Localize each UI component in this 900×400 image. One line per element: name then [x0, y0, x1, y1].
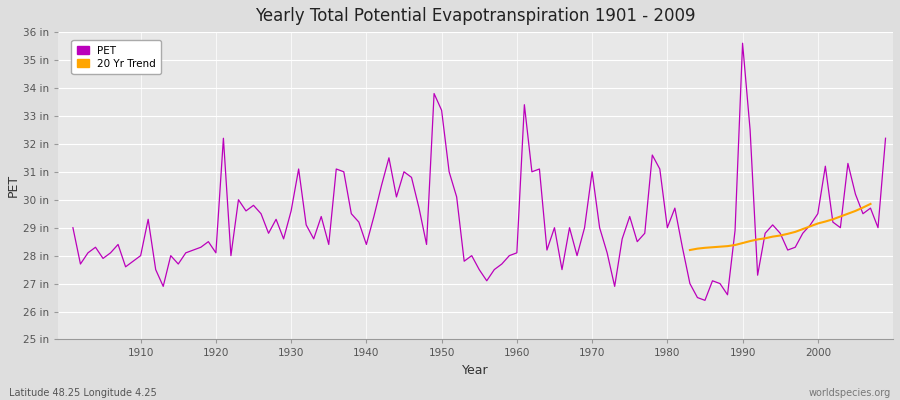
Y-axis label: PET: PET: [7, 174, 20, 197]
X-axis label: Year: Year: [463, 364, 489, 377]
Legend: PET, 20 Yr Trend: PET, 20 Yr Trend: [71, 40, 161, 74]
Title: Yearly Total Potential Evapotranspiration 1901 - 2009: Yearly Total Potential Evapotranspiratio…: [256, 7, 696, 25]
Text: worldspecies.org: worldspecies.org: [809, 388, 891, 398]
Text: Latitude 48.25 Longitude 4.25: Latitude 48.25 Longitude 4.25: [9, 388, 157, 398]
